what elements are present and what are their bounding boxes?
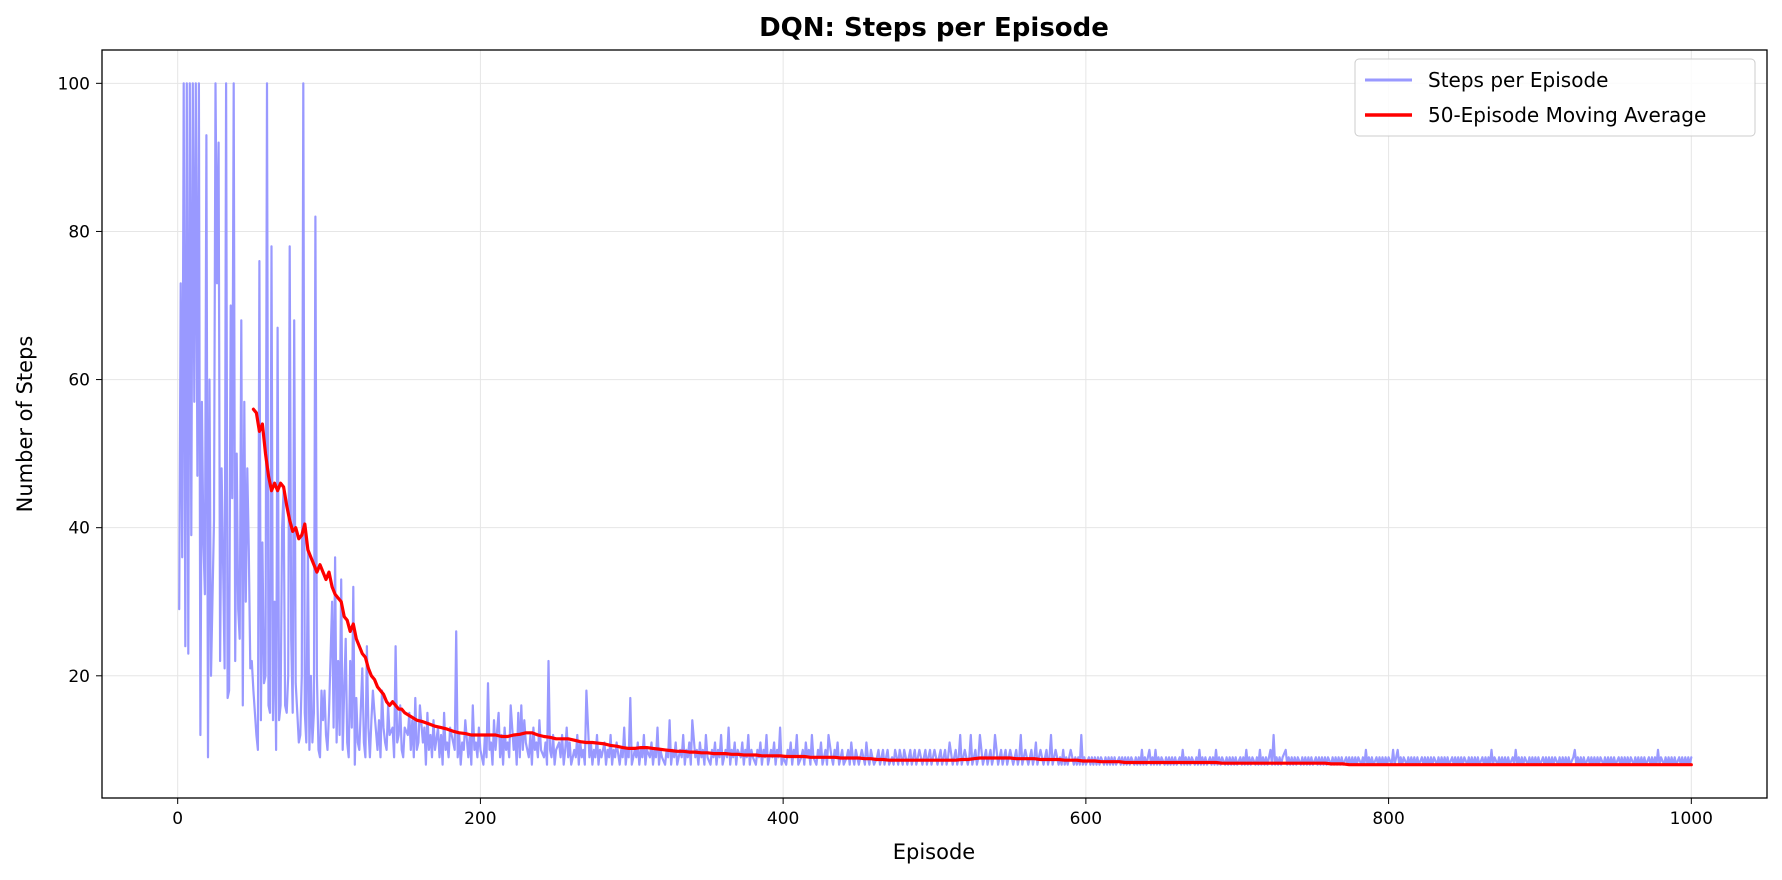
y-tick-label: 60 (68, 371, 90, 391)
x-tick-label: 600 (1070, 809, 1102, 829)
series-steps-per-episode-line (178, 82, 1693, 766)
y-tick-label: 20 (68, 667, 90, 687)
x-tick-label: 1000 (1670, 809, 1713, 829)
y-axis-label: Number of Steps (13, 336, 37, 513)
plot-frame (101, 49, 1768, 799)
series-layer (178, 82, 1693, 767)
series-moving-average-line (251, 407, 1693, 767)
y-tick-label: 40 (68, 519, 90, 539)
chart-title: DQN: Steps per Episode (759, 13, 1109, 43)
x-tick-label: 200 (464, 809, 496, 829)
y-tick-label: 80 (68, 222, 90, 242)
grid-lines (102, 50, 1767, 798)
x-tick-label: 800 (1372, 809, 1404, 829)
x-tick-label: 400 (767, 809, 799, 829)
legend-box (1354, 58, 1756, 137)
axis-ticks: 0 200 400 600 800 1000 20 40 60 80 100 (58, 74, 1713, 829)
legend-label-moving-average: 50-Episode Moving Average (1428, 103, 1706, 127)
x-tick-label: 0 (172, 809, 183, 829)
y-tick-label: 100 (58, 74, 90, 94)
legend: Steps per Episode 50-Episode Moving Aver… (1354, 58, 1756, 137)
legend-label-steps: Steps per Episode (1428, 68, 1608, 92)
plot-area-background (102, 50, 1767, 798)
x-axis-label: Episode (893, 840, 975, 864)
